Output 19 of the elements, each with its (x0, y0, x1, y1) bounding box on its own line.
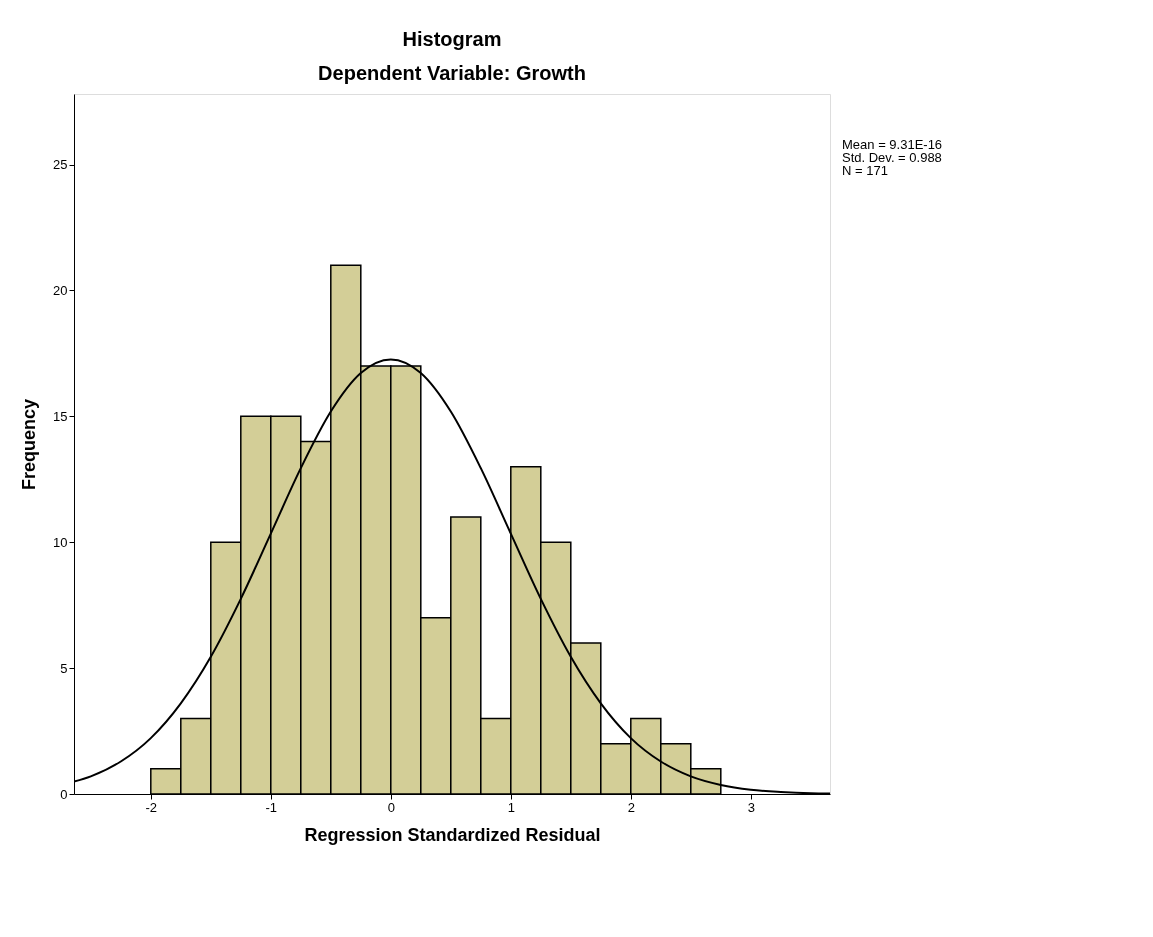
y-tick-label: 10 (53, 534, 68, 550)
x-tick-label: 0 (387, 799, 395, 815)
chart-subtitle: Dependent Variable: Growth (318, 62, 586, 84)
x-tick-label: -2 (145, 799, 158, 815)
y-axis-title: Frequency (19, 398, 40, 491)
x-axis-title: Regression Standardized Residual (304, 824, 601, 845)
y-tick-label: 25 (53, 157, 68, 172)
x-tick-label: -1 (265, 799, 278, 815)
text: Std. Dev. = 0.988 (842, 150, 942, 165)
y-tick-label: 15 (53, 408, 68, 424)
text: Mean = 9.31E-16 (842, 137, 943, 152)
chart-title: Histogram (402, 28, 502, 50)
y-tick-label: 0 (60, 786, 68, 802)
x-tick-label: 3 (747, 799, 755, 815)
x-tick-label: 2 (627, 799, 635, 815)
y-tick-label: 20 (53, 282, 68, 298)
x-tick-label: 1 (507, 799, 515, 815)
y-tick-label: 5 (60, 660, 68, 676)
text: N = 171 (842, 163, 888, 178)
